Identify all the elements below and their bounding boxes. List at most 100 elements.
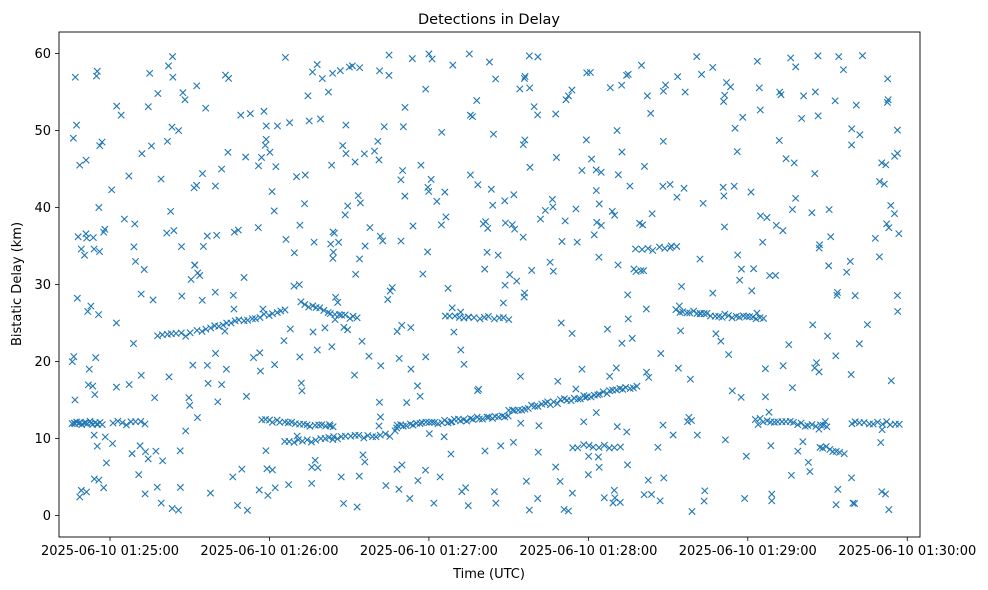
clutter-point <box>117 111 125 119</box>
clutter-point <box>487 185 495 193</box>
clutter-point <box>100 484 108 492</box>
clutter-point <box>204 379 212 387</box>
track-point <box>759 418 767 426</box>
track-point <box>869 420 877 428</box>
clutter-point <box>661 81 670 89</box>
track-point <box>248 315 256 323</box>
clutter-point <box>736 276 744 284</box>
clutter-point <box>883 220 891 228</box>
track-point <box>686 309 694 317</box>
clutter-point <box>584 471 592 479</box>
track-point <box>484 312 492 321</box>
clutter-point <box>834 485 842 493</box>
track-point <box>301 300 309 309</box>
clutter-point <box>101 433 109 441</box>
clutter-point <box>430 499 438 507</box>
clutter-point <box>883 98 891 106</box>
clutter-point <box>342 121 350 129</box>
clutter-point <box>224 74 233 82</box>
clutter-point <box>256 367 265 375</box>
clutter-point <box>125 380 133 389</box>
clutter-point <box>742 452 750 460</box>
clutter-point <box>891 152 899 160</box>
track-point <box>676 308 684 317</box>
clutter-point <box>280 337 288 345</box>
clutter-point <box>849 499 857 507</box>
clutter-point <box>359 451 367 459</box>
track-point <box>823 423 831 431</box>
clutter-point <box>272 163 280 171</box>
clutter-point <box>747 188 755 196</box>
track-point <box>277 307 285 315</box>
track-point <box>690 307 698 315</box>
clutter-point <box>300 200 309 208</box>
clutter-point <box>728 387 736 395</box>
clutter-point <box>213 231 221 239</box>
clutter-point <box>262 135 270 143</box>
clutter-point <box>203 232 211 240</box>
clutter-point <box>687 417 696 425</box>
clutter-point <box>391 427 399 435</box>
clutter-point <box>779 227 787 235</box>
x-axis-label: Time (UTC) <box>452 567 525 582</box>
clutter-point <box>501 197 509 205</box>
clutter-point <box>578 365 586 373</box>
clutter-point <box>290 282 298 290</box>
clutter-point <box>560 505 568 514</box>
clutter-point <box>878 426 886 434</box>
clutter-point <box>72 121 81 129</box>
clutter-point <box>398 321 406 329</box>
clutter-point <box>327 240 335 248</box>
clutter-point <box>474 181 482 189</box>
clutter-point <box>261 141 269 149</box>
clutter-point <box>324 88 333 96</box>
clutter-point <box>222 365 231 373</box>
track-point <box>422 418 430 426</box>
clutter-point <box>135 471 143 479</box>
track-point <box>808 421 816 429</box>
clutter-point <box>87 302 95 310</box>
clutter-point <box>669 431 677 439</box>
clutter-point <box>403 399 411 407</box>
clutter-point <box>697 70 706 78</box>
clutter-point <box>880 180 888 188</box>
clutter-point <box>833 288 842 297</box>
clutter-point <box>425 187 433 195</box>
track-point <box>137 417 145 426</box>
clutter-point <box>519 141 527 149</box>
clutter-point <box>614 261 622 269</box>
clutter-point <box>775 136 783 145</box>
track-point <box>476 315 484 323</box>
clutter-point <box>699 199 707 207</box>
clutter-point <box>600 494 608 502</box>
clutter-point <box>285 481 293 489</box>
clutter-point <box>190 184 198 192</box>
clutter-point <box>858 52 867 60</box>
clutter-point <box>448 304 456 312</box>
track-point <box>629 384 637 392</box>
clutter-point <box>887 201 895 210</box>
clutter-point <box>229 473 237 481</box>
clutter-point <box>767 442 775 450</box>
track-point <box>428 418 436 426</box>
clutter-point <box>492 499 500 507</box>
track-point <box>574 444 582 452</box>
clutter-point <box>717 337 725 345</box>
clutter-point <box>218 165 226 173</box>
clutter-point <box>340 323 348 331</box>
clutter-point <box>878 488 886 496</box>
track-point <box>425 418 433 426</box>
track-point <box>666 244 674 252</box>
clutter-point <box>334 238 343 246</box>
track-point <box>324 308 332 317</box>
clutter-point <box>624 291 632 299</box>
clutter-point <box>442 213 450 221</box>
clutter-point <box>199 242 208 251</box>
track-point <box>470 313 478 322</box>
clutter-point <box>138 150 146 158</box>
clutter-point <box>375 422 383 430</box>
clutter-point <box>113 102 121 110</box>
x-tick-label: 2025-06-10 01:25:00 <box>41 544 179 559</box>
clutter-point <box>112 319 120 327</box>
clutter-point <box>731 124 739 132</box>
